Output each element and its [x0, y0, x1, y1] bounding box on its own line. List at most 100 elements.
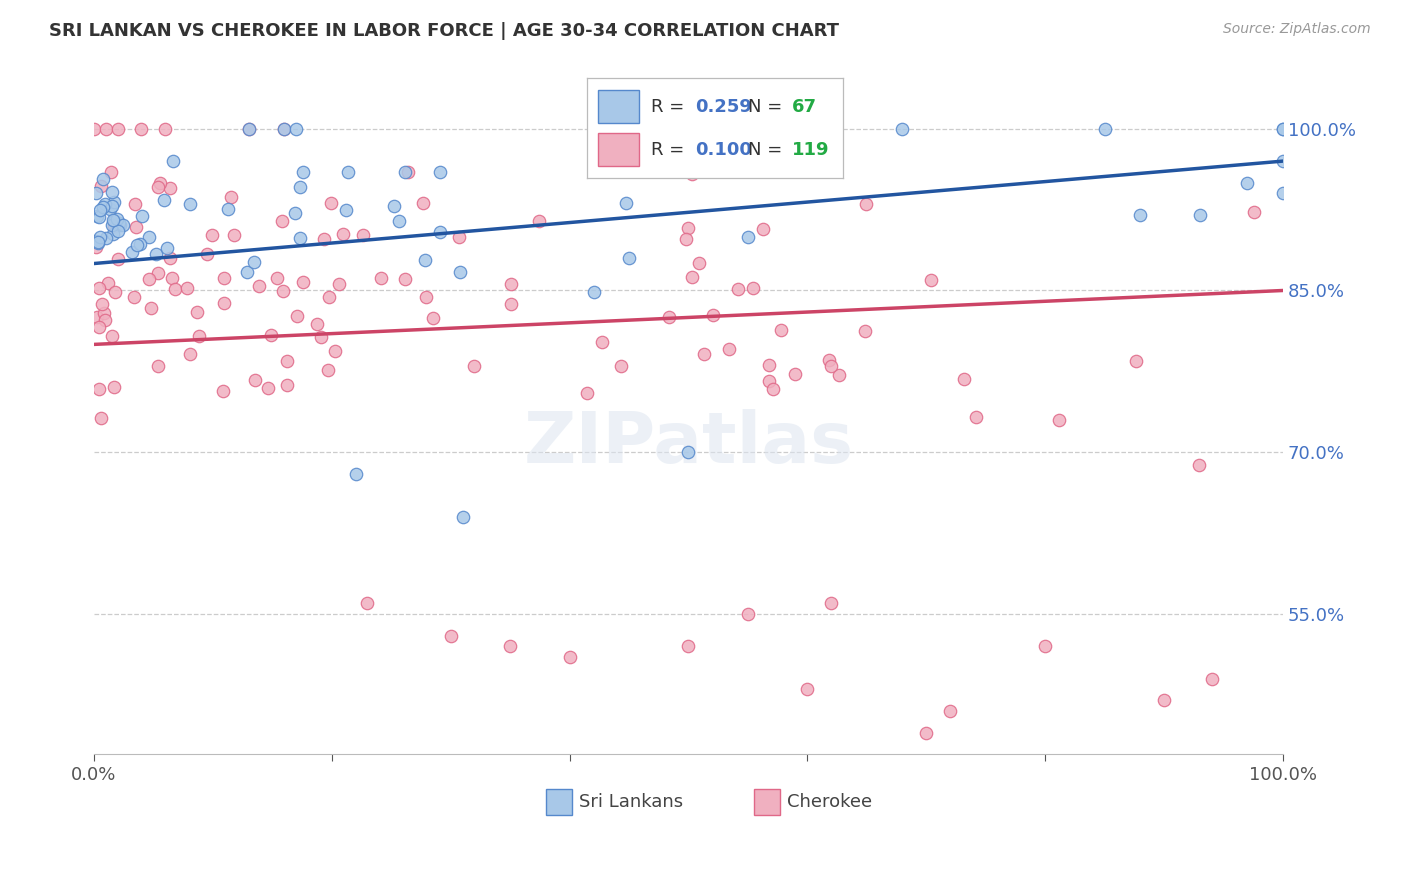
Point	[1236, 176, 1258, 190]
Point	[271, 284, 294, 298]
Point	[103, 285, 125, 299]
Point	[718, 342, 741, 356]
Point	[145, 247, 167, 261]
Point	[388, 214, 411, 228]
Point	[499, 640, 522, 654]
Point	[415, 290, 437, 304]
Point	[305, 317, 328, 331]
Point	[344, 467, 367, 481]
Point	[101, 213, 124, 227]
Point	[499, 297, 522, 311]
Point	[737, 229, 759, 244]
Point	[1272, 186, 1295, 201]
Point	[276, 354, 298, 368]
Point	[1033, 640, 1056, 654]
Point	[447, 229, 470, 244]
Point	[111, 218, 134, 232]
Point	[328, 277, 350, 292]
Point	[356, 596, 378, 610]
Point	[187, 329, 209, 343]
Point	[820, 596, 842, 610]
Point	[103, 214, 125, 228]
Point	[853, 324, 876, 338]
Point	[614, 196, 637, 211]
Point	[288, 231, 311, 245]
Point	[820, 359, 842, 373]
Point	[828, 368, 851, 383]
Text: Cherokee: Cherokee	[787, 793, 872, 811]
Point	[97, 276, 120, 290]
Point	[796, 682, 818, 697]
Point	[681, 167, 703, 181]
Point	[965, 410, 987, 425]
Point	[162, 154, 184, 169]
Point	[818, 353, 841, 368]
Point	[86, 310, 108, 324]
Point	[222, 227, 245, 242]
Point	[103, 219, 125, 233]
Point	[769, 323, 792, 337]
Point	[86, 209, 108, 223]
Point	[1243, 205, 1265, 219]
Point	[678, 445, 700, 459]
Point	[1188, 208, 1211, 222]
Point	[318, 290, 340, 304]
Point	[382, 199, 405, 213]
Point	[284, 206, 307, 220]
Point	[89, 203, 111, 218]
Point	[139, 301, 162, 315]
Point	[176, 281, 198, 295]
Point	[238, 121, 260, 136]
Point	[124, 289, 146, 303]
Point	[91, 172, 114, 186]
Point	[84, 234, 107, 248]
Point	[100, 199, 122, 213]
Point	[370, 270, 392, 285]
Point	[396, 165, 419, 179]
Point	[285, 309, 308, 323]
Point	[273, 121, 295, 136]
Point	[688, 255, 710, 269]
Point	[219, 190, 242, 204]
Point	[270, 213, 292, 227]
Point	[394, 272, 416, 286]
Point	[121, 244, 143, 259]
Point	[681, 270, 703, 285]
Point	[758, 374, 780, 388]
Point	[107, 225, 129, 239]
Point	[179, 196, 201, 211]
Text: SRI LANKAN VS CHEROKEE IN LABOR FORCE | AGE 30-34 CORRELATION CHART: SRI LANKAN VS CHEROKEE IN LABOR FORCE | …	[49, 22, 839, 40]
Point	[499, 277, 522, 292]
Point	[197, 247, 219, 261]
Point	[1188, 458, 1211, 473]
Point	[87, 382, 110, 396]
Point	[352, 228, 374, 243]
Point	[692, 347, 714, 361]
Point	[108, 216, 131, 230]
Text: Source: ZipAtlas.com: Source: ZipAtlas.com	[1223, 22, 1371, 37]
Point	[125, 238, 148, 252]
Point	[100, 165, 122, 179]
Point	[100, 202, 122, 216]
FancyBboxPatch shape	[546, 789, 572, 815]
Point	[855, 196, 877, 211]
Point	[238, 121, 260, 136]
Point	[463, 359, 485, 373]
Point	[291, 165, 314, 179]
Point	[429, 225, 451, 239]
Point	[1272, 121, 1295, 136]
Point	[146, 359, 169, 373]
Point	[413, 253, 436, 268]
Point	[260, 327, 283, 342]
Point	[159, 252, 181, 266]
Text: ZIPatlas: ZIPatlas	[523, 409, 853, 478]
Point	[288, 179, 311, 194]
Point	[266, 271, 288, 285]
Point	[576, 385, 599, 400]
Point	[783, 368, 806, 382]
Point	[211, 384, 233, 398]
Point	[583, 285, 606, 300]
Point	[131, 209, 153, 223]
Point	[319, 195, 342, 210]
Point	[160, 270, 183, 285]
